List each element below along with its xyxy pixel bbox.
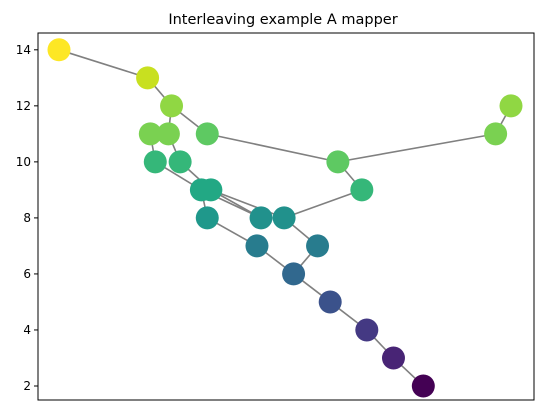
y-axis: 2 4 6 8 10 12 14 — [16, 43, 38, 393]
mapper-node — [381, 346, 405, 370]
mapper-node — [160, 94, 184, 118]
mapper-node — [195, 206, 219, 230]
mapper-node — [249, 206, 273, 230]
mapper-node — [318, 290, 342, 314]
mapper-node — [199, 178, 223, 202]
mapper-node — [326, 150, 350, 174]
mapper-node — [499, 94, 523, 118]
y-tick-label: 12 — [16, 99, 31, 113]
mapper-node — [47, 38, 71, 62]
mapper-node — [136, 66, 160, 90]
mapper-edge — [283, 189, 363, 219]
mapper-node — [195, 122, 219, 146]
mapper-edge — [210, 189, 285, 219]
mapper-edge — [337, 133, 496, 163]
mapper-nodes — [47, 38, 523, 398]
mapper-node — [143, 150, 167, 174]
mapper-edge — [207, 133, 339, 163]
y-tick-label: 14 — [16, 43, 31, 57]
mapper-node — [245, 234, 269, 258]
mapper-node — [411, 374, 435, 398]
mapper-node — [156, 122, 180, 146]
chart-title: Interleaving example A mapper — [168, 12, 397, 28]
y-tick-label: 6 — [23, 267, 31, 281]
y-tick-label: 8 — [23, 211, 31, 225]
plot-area-frame — [37, 32, 535, 401]
mapper-node — [306, 234, 330, 258]
y-tick-label: 2 — [23, 379, 31, 393]
mapper-node — [350, 178, 374, 202]
y-tick-label: 4 — [23, 323, 31, 337]
mapper-node — [138, 122, 162, 146]
mapper-node — [272, 206, 296, 230]
mapper-node — [484, 122, 508, 146]
mapper-node — [282, 262, 306, 286]
mapper-edge — [58, 49, 148, 79]
y-tick-label: 10 — [16, 155, 31, 169]
mapper-node — [168, 150, 192, 174]
mapper-node — [355, 318, 379, 342]
